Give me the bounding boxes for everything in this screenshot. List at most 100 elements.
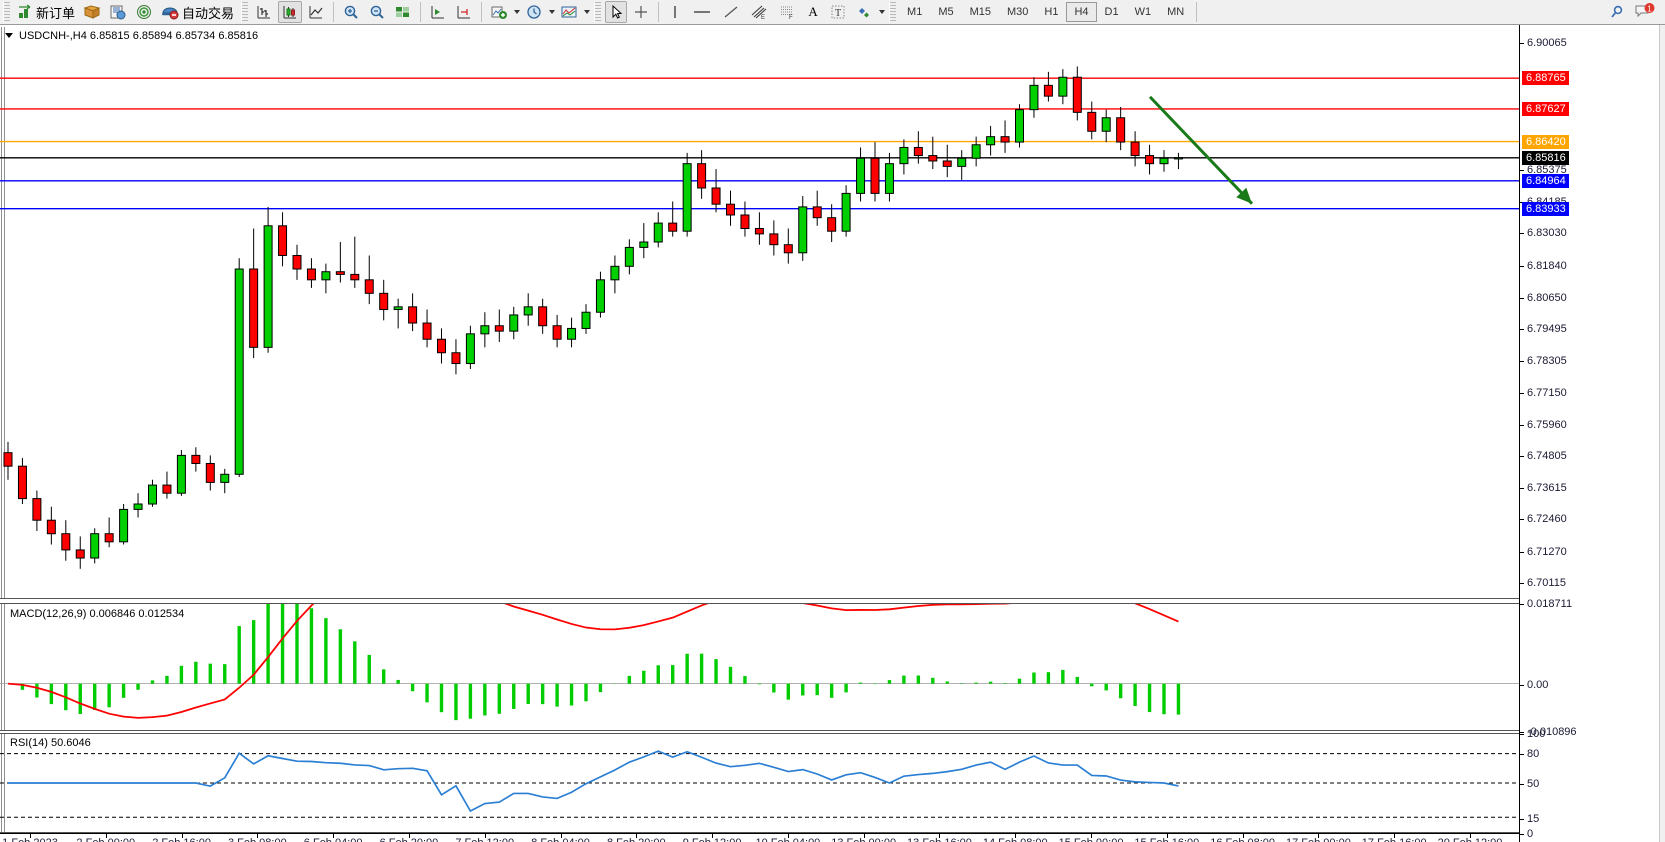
autotrade-icon (162, 7, 179, 20)
scale-tick (1520, 424, 1524, 426)
scale-tick (1520, 604, 1524, 605)
rsi-tick-label: 15 (1527, 813, 1540, 825)
candle-body (682, 163, 692, 232)
macd-pane[interactable]: MACD(12,26,9) 0.006846 0.012534 (0, 603, 1519, 731)
macd-pane-scroll-handle[interactable] (0, 604, 6, 730)
autotrade-button[interactable]: 自动交易 (158, 1, 237, 23)
candle-body (306, 268, 316, 281)
shapes-button[interactable] (852, 1, 876, 23)
zoom-out-button[interactable] (365, 1, 389, 23)
notifications-button[interactable]: 1 (1631, 1, 1659, 23)
chart-shift-button[interactable] (452, 1, 476, 23)
macd-tick-label: 0.00 (1527, 678, 1549, 691)
timeframe-w1[interactable]: W1 (1134, 6, 1152, 18)
price-tick-label: 6.81840 (1527, 259, 1567, 272)
price-tick-label: 6.71270 (1527, 545, 1567, 558)
price-tag-pivot[interactable]: 6.86420 (1522, 134, 1569, 149)
time-axis-tick (1394, 834, 1396, 838)
equidistant-channel-button[interactable]: E (746, 1, 772, 23)
signals-button[interactable] (132, 1, 156, 23)
candle-body (393, 306, 403, 311)
line-chart-button[interactable] (304, 1, 328, 23)
price-tag-last-price[interactable]: 6.85816 (1522, 151, 1569, 166)
price-tick-label: 6.74805 (1527, 450, 1567, 462)
zoom-in-icon (344, 5, 358, 19)
time-axis-tick (484, 834, 486, 838)
macd-tick-label: -0.010896 (1527, 726, 1577, 738)
data-window-icon (83, 5, 101, 19)
vertical-line-button[interactable] (664, 1, 686, 23)
price-tag-support[interactable]: 6.84964 (1522, 174, 1569, 189)
period-dropdown[interactable] (547, 10, 556, 14)
timeframe-m15[interactable]: M15 (969, 6, 991, 18)
text-label-button[interactable]: T (826, 1, 850, 23)
time-axis[interactable]: 1 Feb 2023 2 Feb 00:00 2 Feb 16:00 3 Feb 08… (0, 833, 1519, 842)
scale-tick (1520, 297, 1524, 299)
navigator-button[interactable] (106, 1, 130, 23)
candle-body (986, 136, 996, 146)
price-pane-collapse-icon[interactable] (5, 33, 13, 38)
fibonacci-button[interactable]: F (774, 1, 800, 23)
tile-windows-button[interactable] (391, 1, 415, 23)
timeframe-d1[interactable]: D1 (1104, 6, 1119, 18)
timeframe-h1[interactable]: H1 (1044, 6, 1059, 18)
timeframe-h4[interactable]: H4 (1066, 2, 1097, 22)
trendline-button[interactable] (718, 1, 744, 23)
candlestick-chart-button[interactable] (278, 1, 303, 23)
new-order-icon (19, 4, 31, 18)
candle-body (90, 533, 100, 559)
candle-body (1159, 157, 1169, 165)
candle-body (1116, 117, 1126, 143)
new-order-button[interactable]: 新订单 (14, 1, 78, 23)
candle-body (899, 146, 909, 165)
price-tick-label: 6.79495 (1527, 323, 1567, 336)
search-button[interactable] (1605, 1, 1629, 23)
candle-body (841, 192, 851, 232)
horizontal-line-button[interactable] (688, 1, 716, 23)
cursor-button[interactable] (605, 1, 628, 23)
candle-body (408, 306, 418, 324)
candle-body (798, 206, 808, 254)
rsi-tick-label: 100 (1527, 728, 1546, 740)
toolbar-grip-4[interactable] (889, 2, 897, 22)
templates-dropdown[interactable] (582, 10, 591, 14)
timeframe-m1[interactable]: M1 (907, 6, 923, 18)
candle-body (1058, 76, 1068, 97)
time-axis-label: 6 Feb 04:00 (304, 837, 363, 842)
rsi-pane[interactable]: RSI(14) 50.6046 (0, 733, 1519, 833)
toolbar-separator-2 (420, 2, 422, 22)
add-indicator-dropdown[interactable] (512, 10, 521, 14)
shapes-dropdown[interactable] (877, 10, 886, 14)
crosshair-button[interactable] (629, 1, 653, 23)
price-pane[interactable]: USDCNH-,H4 6.85815 6.85894 6.85734 6.858… (0, 27, 1519, 599)
timeframe-mn[interactable]: MN (1167, 6, 1185, 18)
timeframe-m30[interactable]: M30 (1007, 6, 1029, 18)
text-button[interactable]: A (802, 1, 824, 23)
time-axis-label: 8 Feb 04:00 (531, 837, 590, 842)
period-button[interactable] (522, 1, 546, 23)
trendline-icon (724, 6, 738, 18)
toolbar-grip-3[interactable] (594, 2, 602, 22)
time-axis-tick (1166, 834, 1168, 838)
auto-scroll-button[interactable] (426, 1, 450, 23)
price-tag-resistance[interactable]: 6.87627 (1522, 102, 1569, 117)
price-tag-support[interactable]: 6.83933 (1522, 202, 1569, 217)
price-tag-resistance[interactable]: 6.88765 (1522, 71, 1569, 86)
toolbar-grip-2[interactable] (241, 2, 249, 22)
zoom-in-button[interactable] (339, 1, 363, 23)
scale-tick (1520, 488, 1524, 490)
chart-area[interactable]: USDCNH-,H4 6.85815 6.85894 6.85734 6.858… (0, 25, 1665, 842)
candle-body (1043, 84, 1053, 97)
add-indicator-button[interactable] (487, 1, 511, 23)
scale-tick (1520, 819, 1524, 820)
templates-button[interactable] (557, 1, 581, 23)
data-window-button[interactable] (80, 1, 104, 23)
bar-chart-button[interactable] (252, 1, 276, 23)
price-pane-scroll-handle[interactable] (0, 27, 6, 598)
macd-plot (0, 604, 1519, 721)
price-scale[interactable]: 6.90065 6.83030 6.81840 6.80650 6.79495 6.783… (1519, 25, 1665, 842)
timeframe-m5[interactable]: M5 (938, 6, 954, 18)
time-axis-tick (939, 834, 941, 838)
toolbar-grip[interactable] (3, 2, 10, 22)
